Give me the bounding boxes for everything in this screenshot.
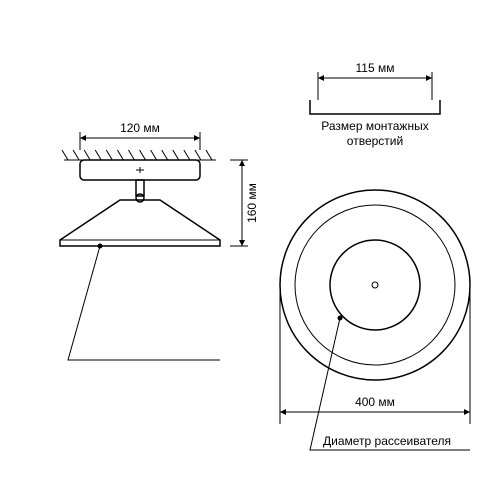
diffuser-label: Диаметр рассеивателя [323,434,451,448]
callout-leader-right [310,318,470,450]
callout-leader-left [68,246,220,360]
side-elevation: 120 мм 160 мм [60,121,259,246]
callouts: Диаметр рассеивателя [68,244,470,451]
bracket-outline [310,100,440,114]
bracket-caption-1: Размер монтажных [321,119,428,133]
dim-bracket-width: 115 мм [318,61,432,90]
outer-ring [280,190,470,380]
outer-ring-inner-edge [295,205,455,365]
ceiling-hatch [62,150,212,160]
dim-base-width-label: 120 мм [120,121,160,135]
lamp-shade [60,200,220,246]
plan-view: 400 мм [280,190,470,424]
center-hole [372,282,378,288]
dim-total-height-label: 160 мм [245,183,259,223]
dim-diameter: 400 мм [280,395,470,424]
dim-base-width: 120 мм [80,121,200,150]
technical-drawing: 120 мм 160 мм 115 мм Размер монтажныхотвер… [0,0,500,500]
dim-total-height: 160 мм [230,160,259,246]
bracket-caption-2: отверстий [347,134,403,148]
inner-disc [330,240,420,330]
dim-diameter-label: 400 мм [355,395,395,409]
mounting-bracket: 115 мм Размер монтажныхотверстий [310,61,440,148]
dim-bracket-width-label: 115 мм [356,61,395,75]
